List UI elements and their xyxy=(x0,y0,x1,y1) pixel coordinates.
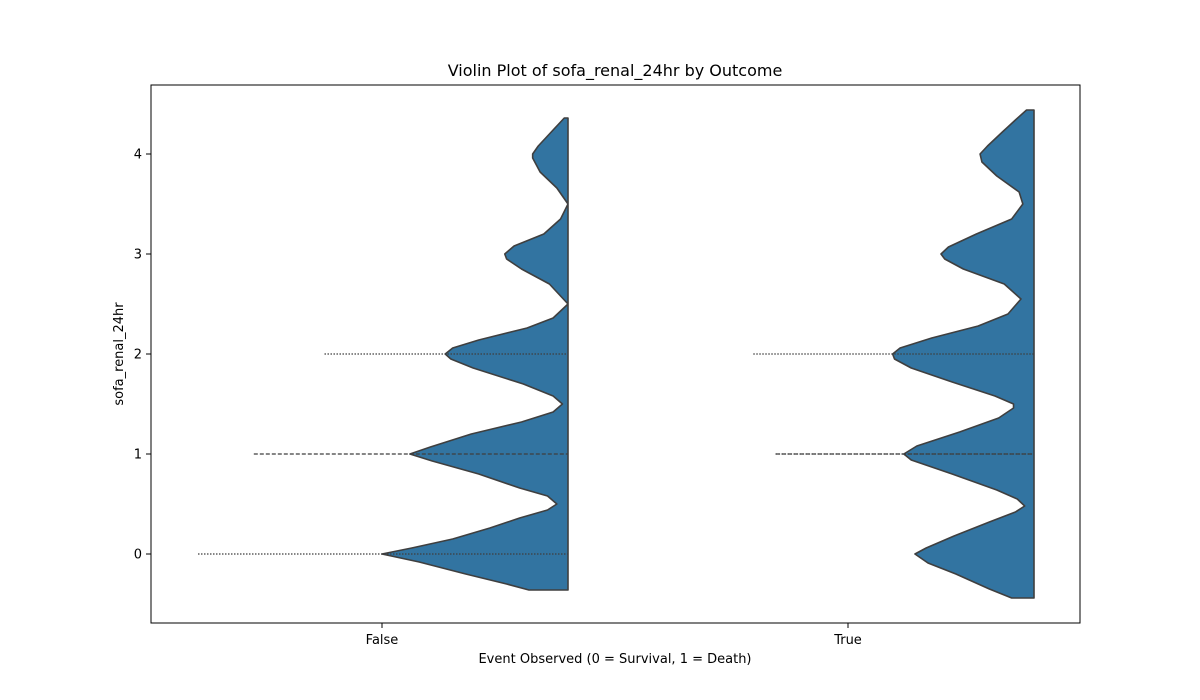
x-tick-label: False xyxy=(366,633,399,648)
x-axis: False True xyxy=(366,623,862,648)
x-axis-label: Event Observed (0 = Survival, 1 = Death) xyxy=(478,652,751,667)
y-tick-label: 0 xyxy=(134,548,142,563)
y-tick-label: 2 xyxy=(134,348,142,363)
y-axis-label: sofa_renal_24hr xyxy=(112,302,127,406)
violins-layer xyxy=(198,109,1035,599)
y-tick-label: 1 xyxy=(134,448,142,463)
y-tick-label: 3 xyxy=(134,248,142,263)
y-axis: 0 1 2 3 4 xyxy=(134,148,151,563)
x-tick-label: True xyxy=(833,633,862,648)
chart-title: Violin Plot of sofa_renal_24hr by Outcom… xyxy=(448,61,783,81)
y-tick-label: 4 xyxy=(134,148,142,163)
